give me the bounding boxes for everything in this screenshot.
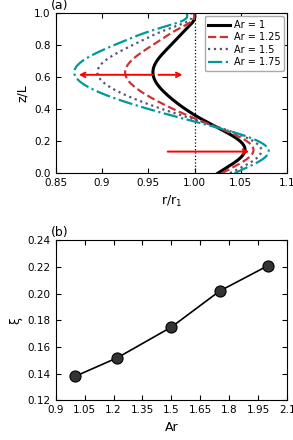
Ar = 1.25 [220, 171, 224, 176]
Ar = 1.25 [238, 161, 242, 166]
Point [73, 373, 77, 380]
Ar = 1.75 [73, 69, 76, 74]
Ar = 1 [231, 161, 235, 166]
Ar = 1.75 [97, 49, 100, 55]
Ar = 1.5 [247, 161, 251, 166]
Y-axis label: ξ: ξ [9, 317, 22, 324]
Point [115, 354, 120, 361]
Ar = 1.75 [77, 77, 80, 83]
Ar = 1.75 [185, 11, 188, 16]
Ar = 1.75 [233, 171, 236, 176]
Point [169, 323, 174, 330]
X-axis label: r/r$_1$: r/r$_1$ [161, 194, 182, 209]
Ar = 1.5 [228, 171, 232, 176]
Ar = 1.5 [117, 49, 121, 55]
Ar = 1.25 [126, 77, 130, 83]
Point [217, 288, 222, 295]
Ar = 1.75 [136, 33, 140, 38]
Ar = 1.75 [254, 161, 257, 166]
Ar = 1 [216, 171, 220, 176]
Ar = 1.25 [123, 69, 127, 74]
Ar = 1 [193, 11, 196, 16]
Ar = 1 [151, 69, 155, 74]
Ar = 1.5 [190, 11, 193, 16]
Text: (a): (a) [51, 0, 69, 11]
Y-axis label: z/L: z/L [16, 84, 29, 102]
Ar = 1.5 [99, 77, 103, 83]
Text: (b): (b) [51, 226, 69, 239]
Ar = 1.5 [151, 33, 154, 38]
Ar = 1.5 [96, 73, 100, 79]
Ar = 1.25 [166, 33, 169, 38]
Ar = 1 [151, 73, 155, 79]
Line: Ar = 1: Ar = 1 [153, 13, 245, 173]
Legend: Ar = 1, Ar = 1.25, Ar = 1.5, Ar = 1.75: Ar = 1, Ar = 1.25, Ar = 1.5, Ar = 1.75 [205, 16, 284, 71]
Ar = 1 [178, 33, 182, 38]
Line: Ar = 1.75: Ar = 1.75 [74, 13, 269, 173]
Ar = 1 [163, 49, 166, 55]
Ar = 1 [153, 77, 157, 83]
Line: Ar = 1.5: Ar = 1.5 [97, 13, 261, 173]
Ar = 1.75 [74, 73, 77, 79]
Ar = 1.25 [124, 73, 127, 79]
Ar = 1.5 [96, 69, 99, 74]
X-axis label: Ar: Ar [165, 421, 178, 434]
Ar = 1.25 [141, 49, 144, 55]
Point [265, 262, 270, 269]
Ar = 1.25 [192, 11, 195, 16]
Line: Ar = 1.25: Ar = 1.25 [125, 13, 253, 173]
